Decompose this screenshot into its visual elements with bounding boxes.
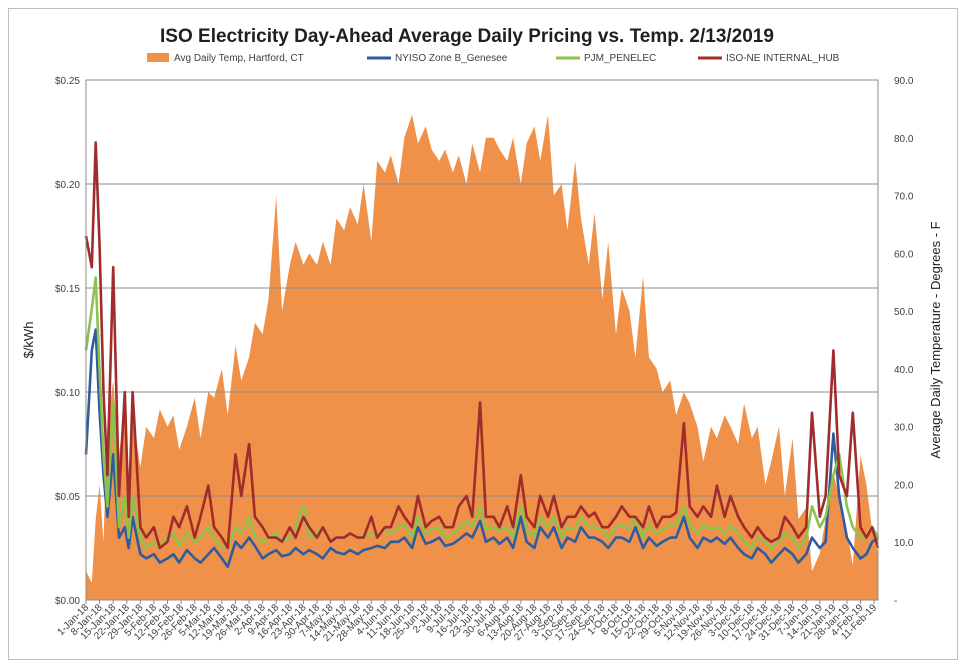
- y2-tick-label: 10.0: [894, 538, 914, 549]
- plot-border: [85, 79, 879, 601]
- y-tick-label: $0.15: [55, 284, 80, 295]
- legend: Avg Daily Temp, Hartford, CT NYISO Zone B…: [147, 53, 840, 64]
- y-tick-label: $0.00: [55, 596, 80, 607]
- y2-tick-label: 30.0: [894, 423, 914, 434]
- y2-tick-label: 20.0: [894, 480, 914, 491]
- y2-axis-title: Average Daily Temperature - Degrees - F: [928, 221, 943, 458]
- series-line-nyiso-zone-b-genesee: [84, 328, 879, 568]
- series-line-iso-ne-internal-hub: [84, 141, 880, 550]
- legend-label: Avg Daily Temp, Hartford, CT: [174, 53, 304, 64]
- y2-tick-label: -: [894, 596, 897, 607]
- y2-tick-label: 50.0: [894, 307, 914, 318]
- legend-label: PJM_PENELEC: [584, 53, 656, 64]
- y-tick-label: $0.05: [55, 492, 80, 503]
- y2-tick-label: 90.0: [894, 76, 914, 87]
- legend-label: ISO-NE INTERNAL_HUB: [726, 53, 840, 64]
- y2-tick-label: 60.0: [894, 249, 914, 260]
- y-tick-label: $0.20: [55, 180, 80, 191]
- y2-tick-label: 40.0: [894, 365, 914, 376]
- y-tick-label: $0.10: [55, 388, 80, 399]
- legend-swatch: [147, 53, 169, 62]
- y-tick-label: $0.25: [55, 76, 80, 87]
- plot-area: $0.00 $0.05 $0.10 $0.15 $0.20 $0.25 - 10.0 20.0 3…: [55, 76, 914, 644]
- y2-tick-label: 70.0: [894, 192, 914, 203]
- chart-title: ISO Electricity Day-Ahead Average Daily …: [160, 26, 774, 47]
- y-axis-title: $/kWh: [21, 322, 36, 359]
- y2-tick-label: 80.0: [894, 134, 914, 145]
- legend-label: NYISO Zone B_Genesee: [395, 53, 508, 64]
- series-line-pjm-penelec: [84, 276, 880, 550]
